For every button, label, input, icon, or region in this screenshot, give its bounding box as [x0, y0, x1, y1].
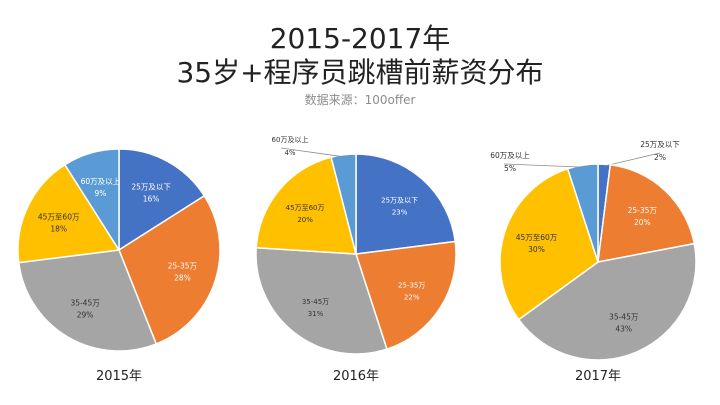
pie-slice: [255, 246, 388, 355]
pie-year-label: 2017年: [575, 369, 621, 384]
leader-line: [280, 147, 344, 158]
slice-value-label: 2%: [654, 153, 666, 162]
slice-category-label: 35-45万: [609, 312, 639, 321]
pie-slice: [118, 194, 221, 345]
slice-category-label: 45万至60万: [286, 204, 325, 212]
pie-slice: [63, 148, 120, 253]
slice-category-label: 25万及以下: [131, 183, 171, 192]
pie-slice: [355, 153, 457, 255]
pie-slice: [517, 242, 697, 361]
pie-year-label: 2015年: [96, 369, 142, 384]
slice-category-label: 60万及以上: [81, 177, 121, 186]
slice-value-label: 5%: [504, 164, 516, 173]
pie-slice: [118, 148, 206, 252]
pie-slice: [597, 163, 696, 263]
slice-category-label: 25-35万: [168, 262, 198, 271]
slice-category-label: 60万及以上: [272, 135, 309, 144]
slice-value-label: 28%: [174, 274, 191, 283]
data-source-note: 数据来源：100offer: [304, 93, 416, 107]
chart-subtitle: 35岁+程序员跳槽前薪资分布: [176, 56, 544, 89]
leader-line: [603, 152, 661, 167]
chart-title: 2015-2017年: [269, 22, 451, 55]
slice-category-label: 25-35万: [398, 281, 425, 289]
slice-category-label: 35-45万: [302, 298, 329, 306]
slice-value-label: 43%: [615, 324, 632, 333]
slice-value-label: 9%: [94, 189, 106, 198]
pie-year-label: 2016年: [333, 369, 379, 384]
pie-slice: [17, 249, 158, 352]
slice-value-label: 20%: [297, 216, 313, 224]
slice-value-label: 23%: [392, 209, 408, 217]
slice-value-label: 16%: [143, 195, 160, 204]
slice-value-label: 22%: [404, 293, 420, 301]
slice-category-label: 25万及以下: [381, 197, 418, 205]
pie-slice: [255, 156, 357, 255]
pie-slice: [566, 163, 599, 263]
leader-line: [503, 163, 584, 168]
pie-slice: [330, 153, 357, 255]
pie-slice: [17, 163, 121, 264]
slice-value-label: 18%: [50, 225, 67, 234]
pie-slice: [499, 167, 599, 321]
slice-category-label: 45万至60万: [516, 233, 558, 242]
slice-category-label: 25万及以下: [640, 140, 680, 149]
slice-category-label: 45万至60万: [38, 213, 80, 222]
slice-value-label: 31%: [308, 310, 324, 318]
slice-category-label: 25-35万: [628, 206, 658, 215]
slice-category-label: 35-45万: [70, 298, 100, 307]
slice-category-label: 60万及以上: [490, 151, 530, 160]
slice-value-label: 29%: [77, 310, 94, 319]
slice-value-label: 20%: [634, 218, 651, 227]
slice-value-label: 4%: [284, 149, 295, 157]
pie-slice: [355, 240, 457, 351]
slice-value-label: 30%: [528, 245, 545, 254]
